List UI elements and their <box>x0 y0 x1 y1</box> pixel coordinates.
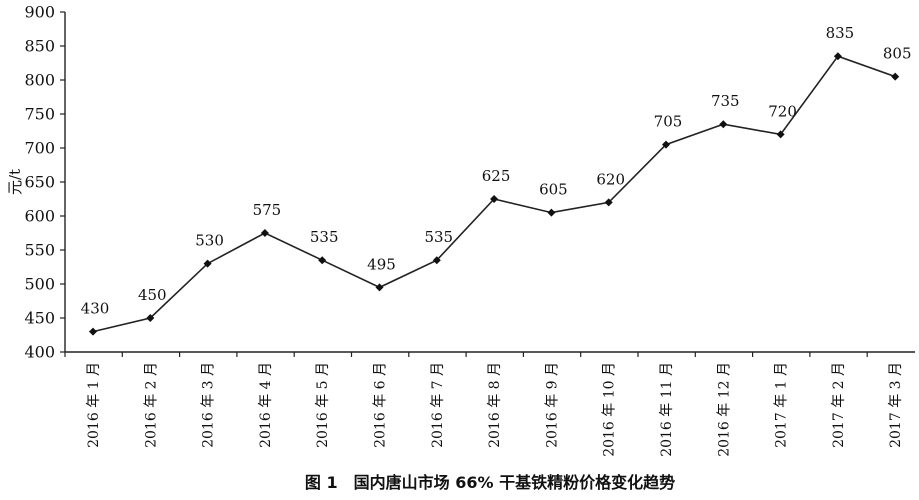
data-point <box>604 198 613 207</box>
y-tick-label: 600 <box>24 207 55 226</box>
data-label: 735 <box>711 92 740 110</box>
x-tick-label: 2016 年 10 月 <box>602 362 618 457</box>
y-tick-label: 700 <box>24 139 55 158</box>
x-tick-label: 2016 年 6 月 <box>373 362 389 448</box>
data-point <box>547 208 556 217</box>
x-ticks: 2016 年 1 月 2016 年 2 月 2016 年 3 月 2016 年 4 月… <box>64 352 904 457</box>
data-point <box>719 120 728 129</box>
data-point <box>891 72 900 81</box>
x-tick-label: 2016 年 5 月 <box>315 362 331 448</box>
y-tick-label: 650 <box>24 173 55 192</box>
data-markers <box>89 52 900 336</box>
data-point <box>833 52 842 61</box>
data-label: 805 <box>883 45 912 63</box>
data-label: 625 <box>482 167 511 185</box>
y-tick-label: 800 <box>24 71 55 90</box>
y-tick-label: 550 <box>24 241 55 260</box>
data-point <box>260 229 269 237</box>
x-tick-label: 2016 年 12 月 <box>716 362 732 457</box>
data-label: 620 <box>596 170 625 188</box>
x-tick-label: 2016 年 8 月 <box>487 362 503 448</box>
data-point <box>146 314 155 322</box>
x-tick-label: 2016 年 11 月 <box>659 362 675 457</box>
y-axis-label: 元/t <box>6 169 24 195</box>
data-label: 535 <box>424 228 453 246</box>
y-ticks: 400 450 500 550 600 650 700 750 800 850 900 <box>24 3 65 362</box>
data-label: 720 <box>768 102 797 120</box>
y-tick-label: 900 <box>24 3 55 22</box>
data-point <box>776 130 785 139</box>
x-tick-label: 2016 年 3 月 <box>201 362 217 448</box>
data-point <box>432 256 441 265</box>
x-tick-label: 2017 年 1 月 <box>774 362 790 448</box>
data-label: 530 <box>195 232 224 250</box>
data-point <box>375 283 384 292</box>
data-label: 835 <box>826 24 855 42</box>
x-tick-label: 2016 年 1 月 <box>86 362 102 448</box>
data-label: 605 <box>539 181 568 199</box>
data-label: 575 <box>253 201 282 219</box>
data-label: 495 <box>367 255 396 273</box>
x-tick-label: 2016 年 4 月 <box>258 362 274 448</box>
data-point <box>490 195 499 203</box>
data-point <box>89 327 97 336</box>
chart-title: 图 1 国内唐山市场 66% 干基铁精粉价格变化趋势 <box>305 473 675 492</box>
x-tick-label: 2017 年 2 月 <box>831 362 847 448</box>
data-labels: 430 450 530 575 535 495 535 625 605 620 705 735 720 8… <box>81 24 912 317</box>
x-tick-label: 2016 年 9 月 <box>544 362 560 448</box>
y-tick-label: 450 <box>24 309 55 328</box>
x-tick-label: 2017 年 3 月 <box>888 362 904 448</box>
x-tick-label: 2016 年 2 月 <box>143 362 159 448</box>
data-point <box>203 259 212 268</box>
data-label: 705 <box>654 113 683 131</box>
data-label: 450 <box>138 286 167 304</box>
data-label: 430 <box>81 300 110 318</box>
y-tick-label: 500 <box>24 275 55 294</box>
y-tick-label: 850 <box>24 37 55 56</box>
data-point <box>662 140 670 149</box>
data-label: 535 <box>310 228 339 246</box>
x-tick-label: 2016 年 7 月 <box>430 362 446 448</box>
series-line <box>92 55 896 333</box>
y-tick-label: 400 <box>24 343 55 362</box>
data-point <box>318 256 327 265</box>
y-tick-label: 750 <box>24 105 55 124</box>
